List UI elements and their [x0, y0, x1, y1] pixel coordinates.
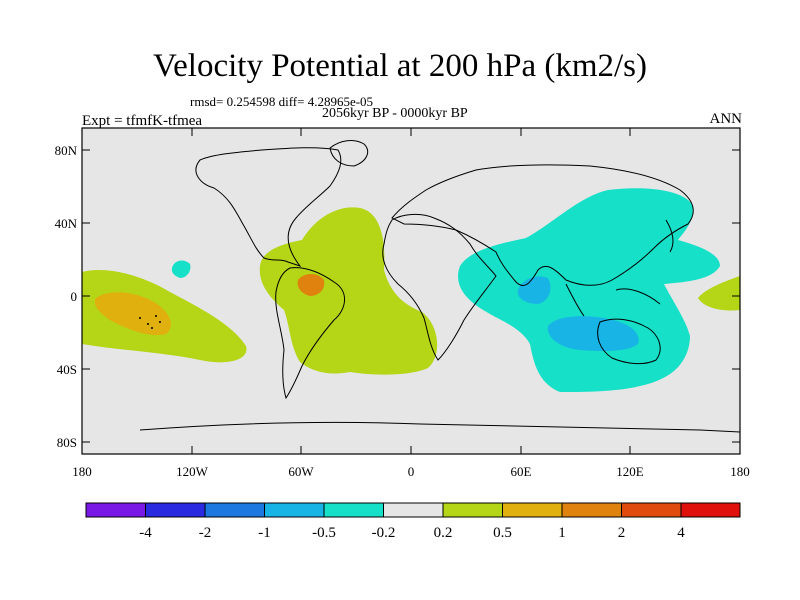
negative-core-indian-ocean — [517, 276, 551, 304]
lon-label-180e: 180 — [730, 464, 750, 479]
colorbar-box-6 — [443, 503, 503, 517]
negative-region-indo-pacific — [458, 188, 720, 392]
stipple-dots — [139, 315, 161, 329]
lon-label-120w: 120W — [176, 464, 209, 479]
map-title: Velocity Potential at 200 hPa (km2/s) — [152, 48, 648, 84]
colorbar-box-10 — [681, 503, 740, 517]
lat-label-eq: 0 — [71, 289, 78, 304]
lat-label-40n: 40N — [55, 216, 78, 231]
colorbar-label-7: 1 — [558, 525, 566, 541]
stats-line: rmsd= 0.254598 diff= 4.28965e-05 — [190, 94, 374, 109]
positive-region-atlantic — [259, 207, 438, 375]
lon-label-180w: 180 — [72, 464, 92, 479]
colorbar-label-2: -1 — [258, 525, 271, 541]
colorbar-label-9: 4 — [677, 525, 685, 541]
season-label: ANN — [709, 111, 743, 127]
colorbar-box-7 — [502, 503, 562, 517]
colorbar-label-3: -0.5 — [312, 525, 336, 541]
experiment-label: Expt = tfmfK-tfmea — [82, 113, 203, 129]
negative-spot-north-pacific — [171, 260, 191, 278]
coastlines — [139, 140, 740, 433]
colorbar-label-5: 0.2 — [434, 525, 453, 541]
lat-label-80n: 80N — [55, 143, 78, 158]
colorbar-box-8 — [562, 503, 622, 517]
colorbar-label-4: -0.2 — [372, 525, 396, 541]
colorbar-box-2 — [205, 503, 265, 517]
colorbar-box-4 — [324, 503, 384, 517]
lon-label-60e: 60E — [511, 464, 532, 479]
colorbar-label-8: 2 — [618, 525, 626, 541]
colorbar-label-6: 0.5 — [493, 525, 512, 541]
colorbar-box-5 — [383, 503, 443, 517]
lat-label-80s: 80S — [57, 435, 77, 450]
period-line: 2056kyr BP - 0000kyr BP — [322, 106, 468, 121]
colorbar: -4 -2 -1 -0.5 -0.2 0.2 0.5 1 2 4 — [85, 502, 741, 541]
colorbar-box-3 — [264, 503, 324, 517]
field-shading — [82, 140, 740, 433]
positive-core-amazon — [297, 274, 325, 296]
lat-tick-marks — [82, 149, 740, 443]
colorbar-label-0: -4 — [139, 525, 152, 541]
colorbar-box-0 — [86, 503, 146, 517]
colorbar-box-9 — [621, 503, 681, 517]
colorbar-label-1: -2 — [199, 525, 212, 541]
positive-region-date-line — [698, 276, 740, 311]
positive-core-east-pacific — [94, 292, 171, 336]
lon-label-60w: 60W — [288, 464, 314, 479]
lon-tick-marks — [81, 128, 741, 454]
lon-label-0: 0 — [408, 464, 415, 479]
colorbar-box-1 — [145, 503, 205, 517]
negative-core-maritime — [547, 316, 639, 352]
lon-label-120e: 120E — [616, 464, 644, 479]
lat-label-40s: 40S — [57, 362, 77, 377]
